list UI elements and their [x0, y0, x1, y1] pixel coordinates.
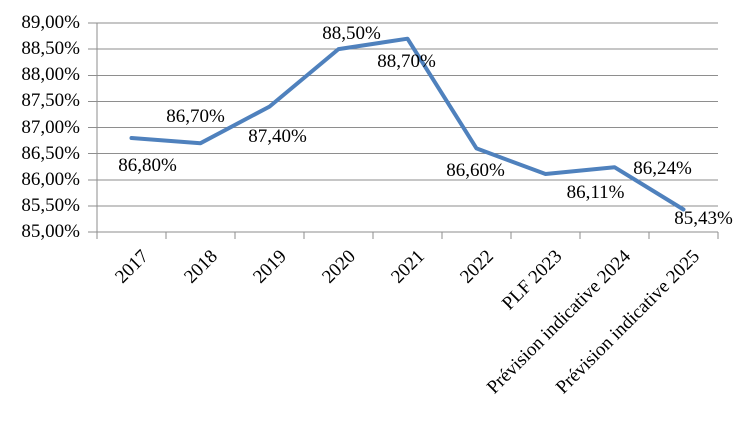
y-axis-label: 85,00%: [21, 221, 80, 242]
data-label: 85,43%: [674, 207, 733, 229]
y-axis-label: 87,00%: [21, 116, 80, 138]
data-label: 87,40%: [248, 125, 307, 147]
y-axis-label: 88,00%: [21, 64, 80, 86]
data-label: 88,70%: [377, 50, 436, 72]
series-line: [129, 36, 686, 212]
data-label: 86,80%: [118, 154, 177, 176]
data-label: 86,24%: [633, 158, 692, 180]
data-label: 86,70%: [166, 106, 225, 128]
y-axis-label: 86,00%: [21, 168, 80, 190]
data-label: 88,50%: [322, 23, 381, 45]
data-label: 86,11%: [566, 182, 625, 203]
y-axis-label: 89,00%: [21, 12, 80, 33]
y-axis-label: 85,50%: [21, 194, 80, 216]
y-axis-label: 88,50%: [21, 38, 80, 60]
data-label: 86,60%: [446, 160, 505, 182]
y-axis-label: 86,50%: [21, 142, 80, 164]
y-axis-label: 87,50%: [21, 90, 80, 112]
